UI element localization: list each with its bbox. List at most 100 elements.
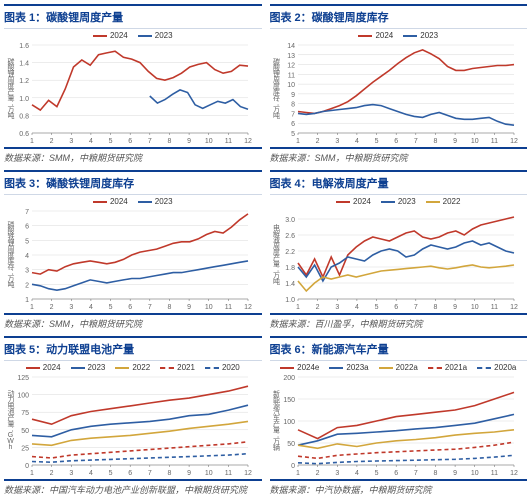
chart-panel-6: 图表 6：新能源汽车产量新能源汽车产量：万辆2024e2023a2022a202… [270, 336, 528, 496]
svg-text:6: 6 [394, 470, 398, 477]
svg-text:6: 6 [128, 304, 132, 311]
svg-text:11: 11 [490, 138, 497, 145]
legend-item: 2024 [93, 31, 128, 40]
chart-svg: 1234567123456789101112 [4, 195, 254, 313]
chart-panel-1: 图表 1：碳酸锂周度产量碳酸锂周度产量：万吨202420230.60.81.01… [4, 4, 262, 164]
panel-title: 图表 6：新能源汽车产量 [270, 336, 528, 361]
legend-label: 2022a [396, 363, 418, 372]
legend-label: 2023 [398, 197, 416, 206]
legend-swatch [426, 201, 440, 203]
series-line [298, 392, 514, 438]
legend-item: 2020 [205, 363, 240, 372]
legend-swatch [280, 367, 294, 369]
svg-text:11: 11 [225, 138, 232, 145]
chart-area: 电解液周度产量：万吨2024202320221.01.41.82.22.63.0… [270, 195, 528, 313]
legend-swatch [379, 367, 393, 369]
legend-label: 2022 [132, 363, 150, 372]
chart-panel-4: 图表 4：电解液周度产量电解液周度产量：万吨2024202320221.01.4… [270, 170, 528, 330]
legend-swatch [329, 367, 343, 369]
panel-title: 图表 4：电解液周度产量 [270, 170, 528, 195]
svg-text:12: 12 [244, 304, 252, 311]
svg-text:8: 8 [433, 470, 437, 477]
svg-text:12: 12 [244, 470, 252, 477]
legend-swatch [93, 201, 107, 203]
svg-text:7: 7 [413, 138, 417, 145]
svg-text:9: 9 [453, 304, 457, 311]
series-line [32, 261, 248, 290]
svg-text:2: 2 [50, 470, 54, 477]
svg-text:6: 6 [25, 224, 29, 231]
legend-label: 2024e [297, 363, 319, 372]
svg-text:3: 3 [335, 304, 339, 311]
legend: 20242023 [270, 31, 528, 40]
svg-text:10: 10 [287, 82, 295, 89]
svg-text:4: 4 [89, 138, 93, 145]
y-axis-title: 磷酸铁锂周度库存：万吨 [5, 209, 15, 299]
svg-text:12: 12 [510, 138, 518, 145]
legend-item: 2022a [379, 363, 418, 372]
svg-text:6: 6 [128, 470, 132, 477]
legend-item: 2023 [138, 197, 173, 206]
svg-text:1.6: 1.6 [19, 43, 29, 50]
svg-text:7: 7 [413, 470, 417, 477]
legend-item: 2020a [477, 363, 516, 372]
chart-area: 碳酸锂周度库存：万吨202420235678910111213141234567… [270, 29, 528, 147]
svg-text:6: 6 [291, 121, 295, 128]
chart-svg: 050100150200123456789101112 [270, 361, 520, 479]
svg-text:3: 3 [335, 470, 339, 477]
chart-panel-5: 图表 5：动力联盟电池产量动力电池产量：GWh20242023202220212… [4, 336, 262, 496]
svg-text:150: 150 [283, 397, 295, 404]
svg-text:11: 11 [225, 470, 232, 477]
svg-text:5: 5 [25, 238, 29, 245]
svg-text:3.0: 3.0 [285, 217, 295, 224]
legend-item: 2024e [280, 363, 319, 372]
svg-text:7: 7 [148, 470, 152, 477]
svg-text:25: 25 [21, 445, 29, 452]
chart-area: 磷酸铁锂周度库存：万吨20242023123456712345678910111… [4, 195, 262, 313]
legend-swatch [115, 367, 129, 369]
series-line [32, 405, 248, 437]
svg-text:10: 10 [205, 304, 213, 311]
svg-text:2: 2 [315, 470, 319, 477]
panel-title: 图表 5：动力联盟电池产量 [4, 336, 262, 361]
svg-text:5: 5 [109, 138, 113, 145]
legend-label: 2023 [155, 31, 173, 40]
svg-text:10: 10 [205, 138, 213, 145]
svg-text:1.4: 1.4 [285, 281, 295, 288]
series-line [298, 442, 514, 458]
legend-item: 2024 [336, 197, 371, 206]
panel-source: 数据来源：SMM，中粮期货研究院 [4, 313, 262, 330]
legend: 20242023202220212020 [4, 363, 262, 372]
svg-text:9: 9 [291, 92, 295, 99]
legend-swatch [403, 35, 417, 37]
svg-text:7: 7 [25, 209, 29, 216]
svg-text:1: 1 [30, 138, 34, 145]
legend-label: 2023a [346, 363, 368, 372]
svg-text:5: 5 [109, 304, 113, 311]
legend: 20242023 [4, 197, 262, 206]
legend-swatch [93, 35, 107, 37]
svg-text:50: 50 [21, 428, 29, 435]
legend-swatch [336, 201, 350, 203]
svg-text:1.0: 1.0 [285, 297, 295, 304]
legend-item: 2021 [160, 363, 195, 372]
svg-text:4: 4 [89, 470, 93, 477]
chart-panel-3: 图表 3：磷酸铁锂周度库存磷酸铁锂周度库存：万吨2024202312345671… [4, 170, 262, 330]
svg-text:12: 12 [244, 138, 252, 145]
legend-item: 2024 [358, 31, 393, 40]
legend-label: 2021 [177, 363, 195, 372]
svg-text:1: 1 [30, 304, 34, 311]
legend-item: 2023 [138, 31, 173, 40]
svg-text:100: 100 [283, 419, 295, 426]
svg-text:8: 8 [291, 102, 295, 109]
svg-text:8: 8 [433, 304, 437, 311]
legend-swatch [358, 35, 372, 37]
svg-text:2: 2 [50, 304, 54, 311]
svg-text:6: 6 [128, 138, 132, 145]
svg-text:8: 8 [433, 138, 437, 145]
legend-label: 2024 [353, 197, 371, 206]
legend-label: 2024 [375, 31, 393, 40]
svg-text:1: 1 [25, 297, 29, 304]
svg-text:8: 8 [168, 304, 172, 311]
svg-text:2: 2 [25, 282, 29, 289]
